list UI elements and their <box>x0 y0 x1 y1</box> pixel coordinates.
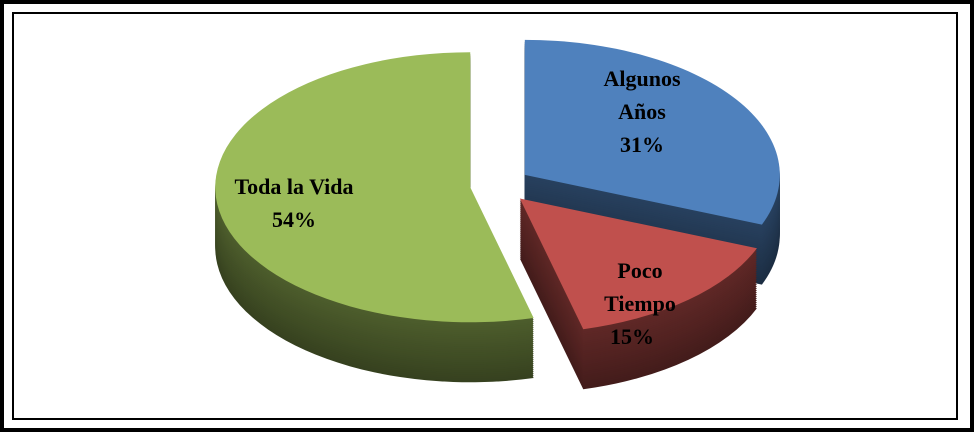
chart-border <box>12 12 958 420</box>
data-label: 15% <box>610 324 654 349</box>
data-label: Poco Tiempo <box>604 258 676 316</box>
pie-slice <box>519 198 757 330</box>
data-label: 54% <box>272 207 316 232</box>
pie-slice <box>524 39 780 225</box>
pie-chart <box>215 39 780 390</box>
data-label: Algunos Años <box>603 66 681 124</box>
data-label: 31% <box>620 132 664 157</box>
pie-slice <box>215 52 534 323</box>
data-label: Toda la Vida <box>234 174 354 199</box>
